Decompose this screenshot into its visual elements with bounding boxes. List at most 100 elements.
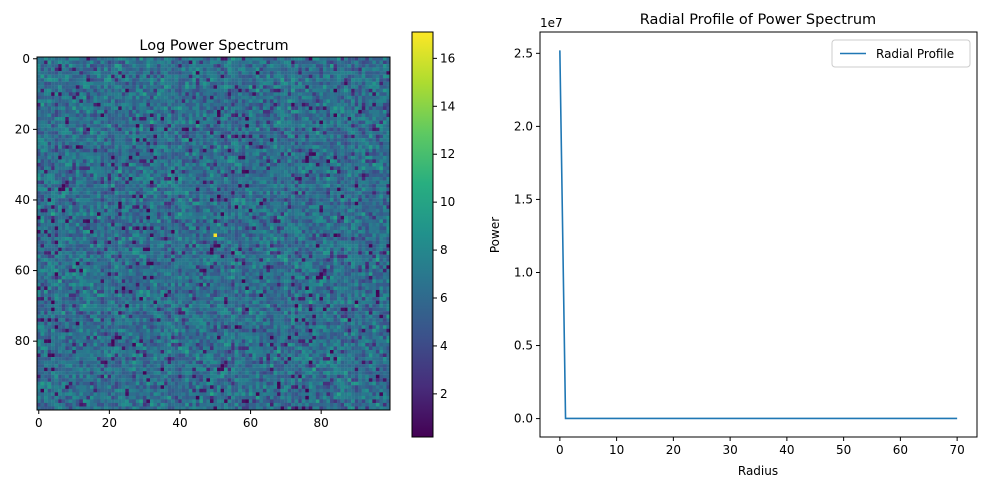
heatmap-cell <box>164 180 168 185</box>
heatmap-cell <box>238 229 242 234</box>
heatmap-cell <box>132 198 137 202</box>
heatmap-cell <box>135 81 140 86</box>
heatmap-cell <box>167 109 172 114</box>
heatmap-cell <box>107 177 112 181</box>
heatmap-cell <box>188 145 193 149</box>
heatmap-cell <box>171 117 175 121</box>
heatmap-cell <box>277 215 281 220</box>
heatmap-cell <box>195 57 200 61</box>
heatmap-cell <box>294 78 299 82</box>
heatmap-cell <box>104 88 108 93</box>
heatmap-cell <box>340 78 345 82</box>
heatmap-cell <box>100 205 105 209</box>
heatmap-cell <box>344 117 348 121</box>
heatmap-cell <box>188 60 193 65</box>
heatmap-cell <box>104 109 108 114</box>
heatmap-cell <box>358 145 362 149</box>
heatmap-cell <box>269 131 274 135</box>
heatmap-cell <box>54 95 59 100</box>
heatmap-cell <box>195 64 200 68</box>
heatmap-cell <box>259 215 264 220</box>
heatmap-cell <box>280 222 285 227</box>
heatmap-cell <box>185 166 189 171</box>
heatmap-cell <box>132 145 137 149</box>
heatmap-cell <box>132 102 137 107</box>
heatmap-cell <box>167 99 172 104</box>
heatmap-cell <box>111 215 115 220</box>
heatmap-cell <box>192 212 197 217</box>
heatmap-cell <box>100 219 105 224</box>
heatmap-cell <box>308 201 313 206</box>
heatmap-cell <box>365 120 370 125</box>
heatmap-cell <box>61 173 66 178</box>
heatmap-cell <box>386 141 391 146</box>
heatmap-cell <box>79 106 84 111</box>
heatmap-cell <box>344 212 348 217</box>
heatmap-cell <box>79 226 84 231</box>
heatmap-cell <box>167 187 172 192</box>
heatmap-cell <box>280 102 285 107</box>
heatmap-cell <box>58 148 62 153</box>
heatmap-cell <box>164 127 168 132</box>
heatmap-cell <box>54 124 59 128</box>
heatmap-cell <box>262 229 267 234</box>
heatmap-cell <box>234 74 239 79</box>
heatmap-cell <box>291 131 295 135</box>
heatmap-cell <box>266 177 271 181</box>
heatmap-cell <box>61 166 66 171</box>
heatmap-cell <box>365 124 370 128</box>
heatmap-cell <box>181 141 186 146</box>
heatmap-cell <box>280 187 285 192</box>
heatmap-cell <box>209 145 214 149</box>
heatmap-cell <box>153 159 158 164</box>
heatmap-cell <box>361 85 366 89</box>
heatmap-cell <box>118 215 122 220</box>
heatmap-cell <box>79 208 84 213</box>
heatmap-cell <box>100 184 105 188</box>
heatmap-cell <box>340 212 345 217</box>
heatmap-cell <box>231 85 235 89</box>
heatmap-cell <box>153 99 158 104</box>
heatmap-cell <box>72 201 77 206</box>
heatmap-cell <box>351 92 355 97</box>
heatmap-cell <box>185 184 189 188</box>
heatmap-cell <box>220 81 225 86</box>
heatmap-cell <box>202 88 207 93</box>
heatmap-cell <box>118 212 122 217</box>
heatmap-cell <box>294 81 299 86</box>
heatmap-cell <box>40 134 45 139</box>
heatmap-cell <box>93 215 98 220</box>
heatmap-cell <box>107 201 112 206</box>
heatmap-cell <box>121 226 126 231</box>
heatmap-cell <box>361 148 366 153</box>
heatmap-cell <box>178 60 182 65</box>
heatmap-cell <box>326 169 331 174</box>
heatmap-cell <box>273 99 278 104</box>
heatmap-cell <box>298 229 302 234</box>
heatmap-cell <box>153 148 158 153</box>
heatmap-cell <box>269 226 274 231</box>
heatmap-cell <box>114 120 119 125</box>
heatmap-cell <box>354 177 359 181</box>
heatmap-cell <box>142 85 147 89</box>
heatmap-cell <box>358 148 362 153</box>
heatmap-cell <box>160 113 165 118</box>
heatmap-cell <box>354 226 359 231</box>
heatmap-cell <box>79 162 84 167</box>
heatmap-cell <box>291 81 295 86</box>
heatmap-cell <box>333 187 338 192</box>
heatmap-cell <box>40 117 45 121</box>
heatmap-cell <box>312 215 317 220</box>
heatmap-cell <box>174 148 179 153</box>
heatmap-cell <box>347 99 352 104</box>
heatmap-cell <box>125 67 129 72</box>
heatmap-cell <box>245 222 249 227</box>
heatmap-cell <box>347 169 352 174</box>
heatmap-cell <box>255 141 260 146</box>
heatmap-cell <box>128 78 133 82</box>
heatmap-cell <box>114 222 119 227</box>
heatmap-cell <box>195 81 200 86</box>
heatmap-cell <box>220 99 225 104</box>
heatmap-cell <box>326 67 331 72</box>
heatmap-cell <box>287 159 292 164</box>
